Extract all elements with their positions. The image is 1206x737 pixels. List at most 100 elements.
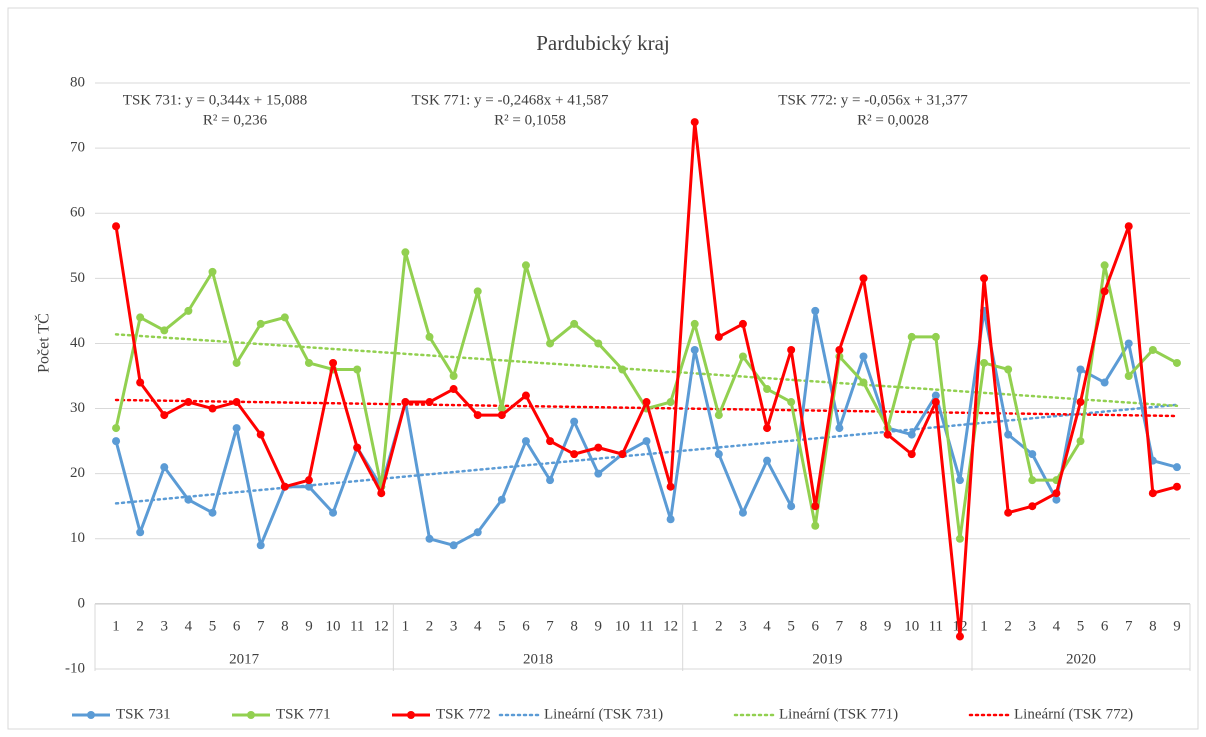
point — [666, 515, 675, 524]
point — [955, 534, 964, 543]
x-tick-label: 6 — [233, 618, 241, 634]
y-tick-label: 20 — [70, 465, 85, 481]
point — [594, 469, 603, 478]
annotation: R² = 0,1058 — [494, 112, 566, 128]
point — [714, 450, 723, 459]
point — [763, 456, 772, 465]
point — [1124, 222, 1133, 231]
point — [256, 319, 265, 328]
x-tick-label: 6 — [1101, 618, 1109, 634]
point — [546, 339, 555, 348]
x-tick-label: 3 — [450, 618, 458, 634]
x-tick-label: 8 — [281, 618, 289, 634]
y-tick-label: 30 — [70, 400, 85, 416]
annotation: R² = 0,0028 — [857, 112, 929, 128]
x-tick-label: 4 — [1053, 618, 1061, 634]
point — [955, 476, 964, 485]
point — [1172, 463, 1181, 472]
point — [304, 476, 313, 485]
legend-label: Lineární (TSK 731) — [544, 706, 663, 722]
x-tick-label: 6 — [812, 618, 820, 634]
point — [184, 495, 193, 504]
point — [594, 339, 603, 348]
x-tick-label: 12 — [663, 618, 678, 634]
x-tick-label: 1 — [980, 618, 988, 634]
point — [112, 222, 121, 231]
y-tick-label: 60 — [70, 205, 85, 221]
point — [473, 528, 482, 537]
point — [714, 411, 723, 420]
point — [425, 332, 434, 341]
x-tick-label: 7 — [257, 618, 265, 634]
point — [642, 398, 651, 407]
point — [377, 489, 386, 498]
point — [907, 430, 916, 439]
x-tick-label: 3 — [161, 618, 169, 634]
point — [1004, 508, 1013, 517]
point — [353, 365, 362, 374]
y-tick-label: 70 — [70, 140, 85, 156]
point — [1052, 489, 1061, 498]
x-tick-label: 12 — [374, 618, 389, 634]
point — [763, 424, 772, 433]
point — [112, 424, 121, 433]
x-tick-label: 10 — [615, 618, 630, 634]
point — [618, 450, 627, 459]
point — [136, 378, 145, 387]
point — [304, 482, 313, 491]
point — [931, 398, 940, 407]
point — [160, 326, 169, 335]
point — [184, 398, 193, 407]
point — [449, 372, 458, 380]
y-axis-label: Počet TČ — [34, 313, 53, 373]
x-tick-label: 10 — [904, 618, 919, 634]
point — [980, 274, 989, 283]
point — [907, 450, 916, 459]
x-tick-label: 7 — [546, 618, 554, 634]
legend-label: TSK 731 — [116, 706, 171, 722]
point — [208, 508, 217, 517]
point — [521, 391, 530, 400]
point — [690, 345, 699, 354]
point — [184, 306, 193, 315]
point — [570, 319, 579, 328]
point — [329, 358, 338, 367]
group-label: 2019 — [812, 651, 842, 667]
point — [835, 424, 844, 433]
point — [1028, 502, 1037, 511]
x-tick-label: 5 — [787, 618, 795, 634]
point — [401, 398, 410, 407]
y-tick-label: 40 — [70, 335, 85, 351]
point — [449, 385, 458, 394]
y-tick-label: 50 — [70, 270, 85, 286]
point — [425, 398, 434, 407]
point — [618, 365, 627, 374]
point — [160, 463, 169, 472]
x-tick-label: 2 — [426, 618, 434, 634]
point — [280, 482, 289, 491]
point — [473, 411, 482, 420]
point — [497, 495, 506, 504]
point — [811, 502, 820, 511]
legend-label: Lineární (TSK 772) — [1014, 706, 1133, 722]
point — [811, 306, 820, 315]
point — [955, 632, 964, 641]
point — [690, 118, 699, 127]
point — [859, 378, 868, 387]
annotation: R² = 0,236 — [203, 112, 268, 128]
point — [738, 508, 747, 517]
x-tick-label: 9 — [305, 618, 313, 634]
point — [232, 424, 241, 433]
point — [666, 398, 675, 407]
point — [136, 313, 145, 322]
point — [1100, 287, 1109, 296]
y-tick-label: 80 — [70, 74, 85, 90]
point — [1076, 437, 1085, 446]
point — [473, 287, 482, 296]
point — [304, 358, 313, 367]
x-tick-label: 11 — [639, 618, 653, 634]
x-tick-label: 4 — [763, 618, 771, 634]
group-label: 2018 — [523, 651, 553, 667]
point — [329, 508, 338, 517]
point — [1100, 378, 1109, 387]
